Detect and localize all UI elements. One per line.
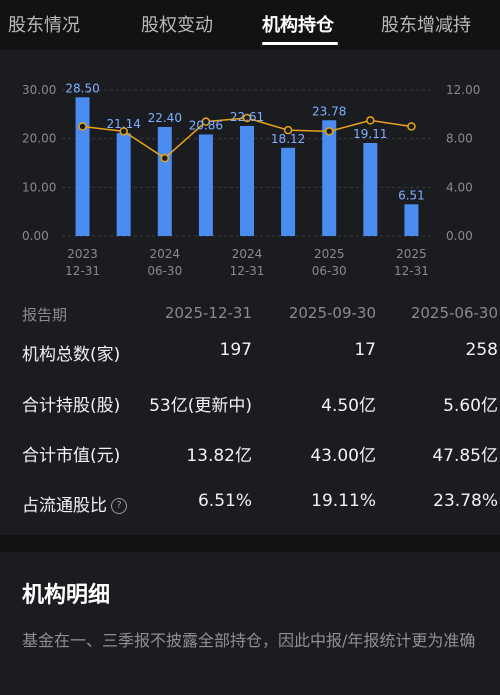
x-tick-date: 12-31 [394, 264, 429, 278]
x-tick-year: 2025 [314, 247, 345, 261]
right-axis-tick: 12.00 [446, 83, 480, 97]
bar [116, 133, 131, 236]
bar [75, 97, 90, 236]
row-label: 合计持股(股) [22, 396, 121, 416]
period-col-3: 2025-06-30 [410, 304, 498, 322]
row-value: 23.78% [433, 491, 498, 511]
tab-bar: 股东情况 股权变动 机构持仓 股东增减持 [0, 0, 500, 46]
row-label: 机构总数(家) [22, 345, 121, 365]
table-header-row: 报告期 2025-12-31 2025-09-30 2025-06-30 [0, 304, 500, 334]
period-label: 报告期 [22, 306, 68, 324]
line-point [366, 116, 375, 125]
bar-label: 28.50 [65, 81, 99, 95]
row-value: 43.00亿 [310, 446, 376, 466]
section-note: 基金在一、三季报不披露全部持仓，因此中报/年报统计更为准确 [22, 631, 476, 650]
tab-institution-holdings[interactable]: 机构持仓 [262, 15, 334, 36]
row-value: 53亿(更新中) [149, 396, 252, 416]
period-col-2: 2025-09-30 [288, 304, 376, 322]
holdings-panel: 30.00 20.00 10.00 0.00 12.00 8.00 4.00 0.00 28.5… [0, 50, 500, 535]
bar [363, 142, 378, 236]
x-tick-date: 12-31 [65, 264, 100, 278]
line-point [283, 125, 293, 135]
row-label: 占流通股比 [22, 496, 107, 516]
x-tick-date: 06-30 [312, 264, 347, 278]
bar [281, 147, 296, 236]
bar-label: 20.86 [189, 118, 223, 132]
left-axis-tick: 0.00 [22, 229, 49, 243]
help-icon[interactable]: ? [111, 498, 127, 514]
x-tick-date: 06-30 [147, 264, 182, 278]
x-tick-year: 2025 [396, 247, 427, 261]
x-tick-date: 12-31 [230, 264, 265, 278]
float-ratio-label-wrap: 占流通股比? [22, 491, 127, 516]
x-tick-year: 2023 [67, 247, 98, 261]
line-point [78, 122, 87, 131]
line-point [119, 127, 128, 136]
right-axis-tick: 0.00 [446, 229, 473, 243]
row-value: 47.85亿 [432, 446, 498, 466]
active-tab-indicator [262, 42, 338, 45]
bar [157, 126, 172, 236]
row-value: 17 [354, 340, 376, 360]
table-row: 合计持股(股) 53亿(更新中) 4.50亿 5.60亿 [0, 391, 500, 421]
bar [198, 134, 213, 236]
table-row: 占流通股比? 6.51% 19.11% 23.78% [0, 491, 500, 521]
row-value: 19.11% [311, 491, 376, 511]
bar-label: 6.51 [398, 188, 425, 202]
bar-label: 23.78 [312, 104, 346, 118]
bar-label: 21.14 [106, 117, 140, 131]
line-point [160, 153, 170, 163]
institution-detail-section: 机构明细 基金在一、三季报不披露全部持仓，因此中报/年报统计更为准确 [0, 552, 500, 695]
table-row: 合计市值(元) 13.82亿 43.00亿 47.85亿 [0, 441, 500, 471]
left-axis-tick: 30.00 [22, 83, 56, 97]
table-row: 机构总数(家) 197 17 258 [0, 340, 500, 370]
right-axis-tick: 4.00 [446, 180, 473, 194]
bar [322, 120, 337, 236]
row-label: 合计市值(元) [22, 446, 121, 466]
row-value: 4.50亿 [321, 396, 376, 416]
line-point [201, 117, 211, 126]
row-value: 5.60亿 [443, 396, 498, 416]
bar-label: 22.61 [230, 110, 264, 124]
x-tick-year: 2024 [150, 247, 181, 261]
holdings-chart: 30.00 20.00 10.00 0.00 12.00 8.00 4.00 0.00 28.5… [22, 81, 480, 278]
bar-label: 19.11 [353, 127, 387, 141]
row-value: 6.51% [197, 491, 252, 511]
left-axis-tick: 10.00 [22, 180, 56, 194]
bar [404, 204, 419, 236]
x-tick-year: 2024 [232, 247, 263, 261]
period-col-1: 2025-12-31 [164, 304, 252, 322]
bar-label: 18.12 [271, 132, 305, 146]
line-point [407, 122, 416, 131]
section-title: 机构明细 [22, 583, 111, 608]
bar [240, 125, 254, 236]
left-axis-tick: 20.00 [22, 132, 56, 146]
bar-label: 22.40 [148, 111, 182, 125]
row-value: 197 [219, 340, 252, 360]
row-value: 13.82亿 [186, 446, 252, 466]
line-point [242, 113, 252, 123]
right-axis-tick: 8.00 [446, 132, 473, 146]
tab-equity-changes[interactable]: 股权变动 [141, 15, 213, 36]
tab-shareholders[interactable]: 股东情况 [8, 15, 80, 36]
tab-holding-changes[interactable]: 股东增减持 [381, 15, 471, 36]
row-value: 258 [465, 340, 498, 360]
line-point [324, 127, 334, 136]
